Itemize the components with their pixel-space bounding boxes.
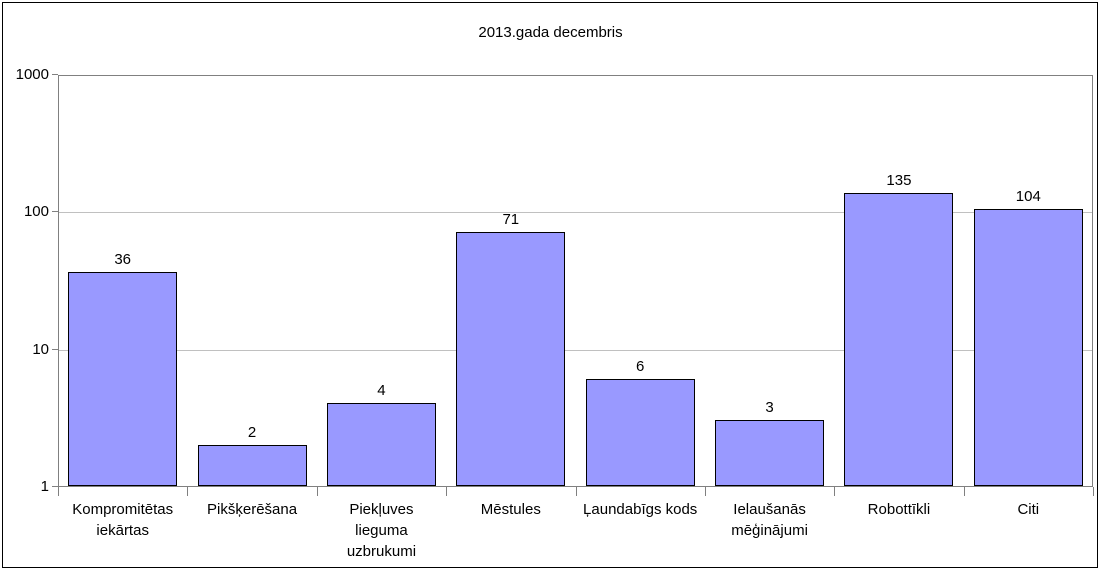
bar-value-label: 3: [765, 399, 774, 416]
y-axis-tick-mark: [52, 211, 58, 213]
x-axis-tick-mark: [58, 487, 59, 496]
x-axis-tick-mark: [187, 487, 189, 496]
x-axis-category-label: Ļaundabīgs kods: [583, 501, 698, 518]
chart-bar: [715, 420, 825, 486]
x-axis-category-label: Citi: [1017, 501, 1040, 518]
y-axis-tick-mark: [52, 348, 58, 350]
chart-bar: [585, 379, 695, 486]
x-axis-category-label: Ielaušanās mēģinājumi: [731, 501, 808, 539]
y-axis-tick-mark: [52, 486, 58, 487]
bar-value-label: 2: [247, 424, 257, 441]
x-axis-category-label: Kompromitētas iekārtas: [72, 501, 174, 539]
x-axis-category-label: Robottīkli: [867, 501, 931, 518]
plot-area: 36 2 4 71 6 3 135 104: [58, 75, 1093, 487]
y-axis-tick-mark: [52, 74, 58, 75]
major-gridline: [59, 349, 1092, 351]
x-axis-category-label: Pikšķerēšana: [207, 501, 298, 518]
chart-bar: [326, 403, 436, 486]
x-axis-tick-mark: [963, 487, 965, 496]
chart-bar: [844, 193, 954, 486]
chart-bar: [456, 232, 566, 486]
x-axis-tick-mark: [704, 487, 706, 496]
x-axis-tick-mark: [316, 487, 318, 496]
x-axis-tick-mark: [575, 487, 577, 496]
bar-value-label: 6: [636, 358, 645, 375]
x-axis-category-label: Piekļuves lieguma uzbrukumi: [346, 501, 417, 560]
chart-bar: [68, 272, 178, 486]
y-axis-tick-label: 1000: [15, 66, 49, 83]
chart-bar: [973, 209, 1083, 486]
y-axis-tick-label: 1: [40, 478, 49, 495]
x-axis-category-label: Mēstules: [480, 501, 541, 518]
bar-value-label: 36: [114, 251, 132, 268]
x-axis-tick-mark: [834, 487, 836, 496]
chart-bar: [197, 445, 307, 486]
y-axis-tick-label: 100: [23, 203, 49, 221]
bar-value-label: 4: [377, 382, 386, 399]
x-axis-tick-mark: [446, 487, 448, 496]
major-gridline: [59, 212, 1092, 214]
bar-value-label: 104: [1015, 188, 1041, 205]
x-axis-tick-mark: [1093, 487, 1094, 496]
bar-value-label: 71: [502, 211, 520, 228]
bar-value-label: 135: [886, 172, 912, 189]
y-axis-tick-label: 10: [32, 340, 49, 358]
chart-title: 2013.gada decembris: [478, 24, 623, 41]
